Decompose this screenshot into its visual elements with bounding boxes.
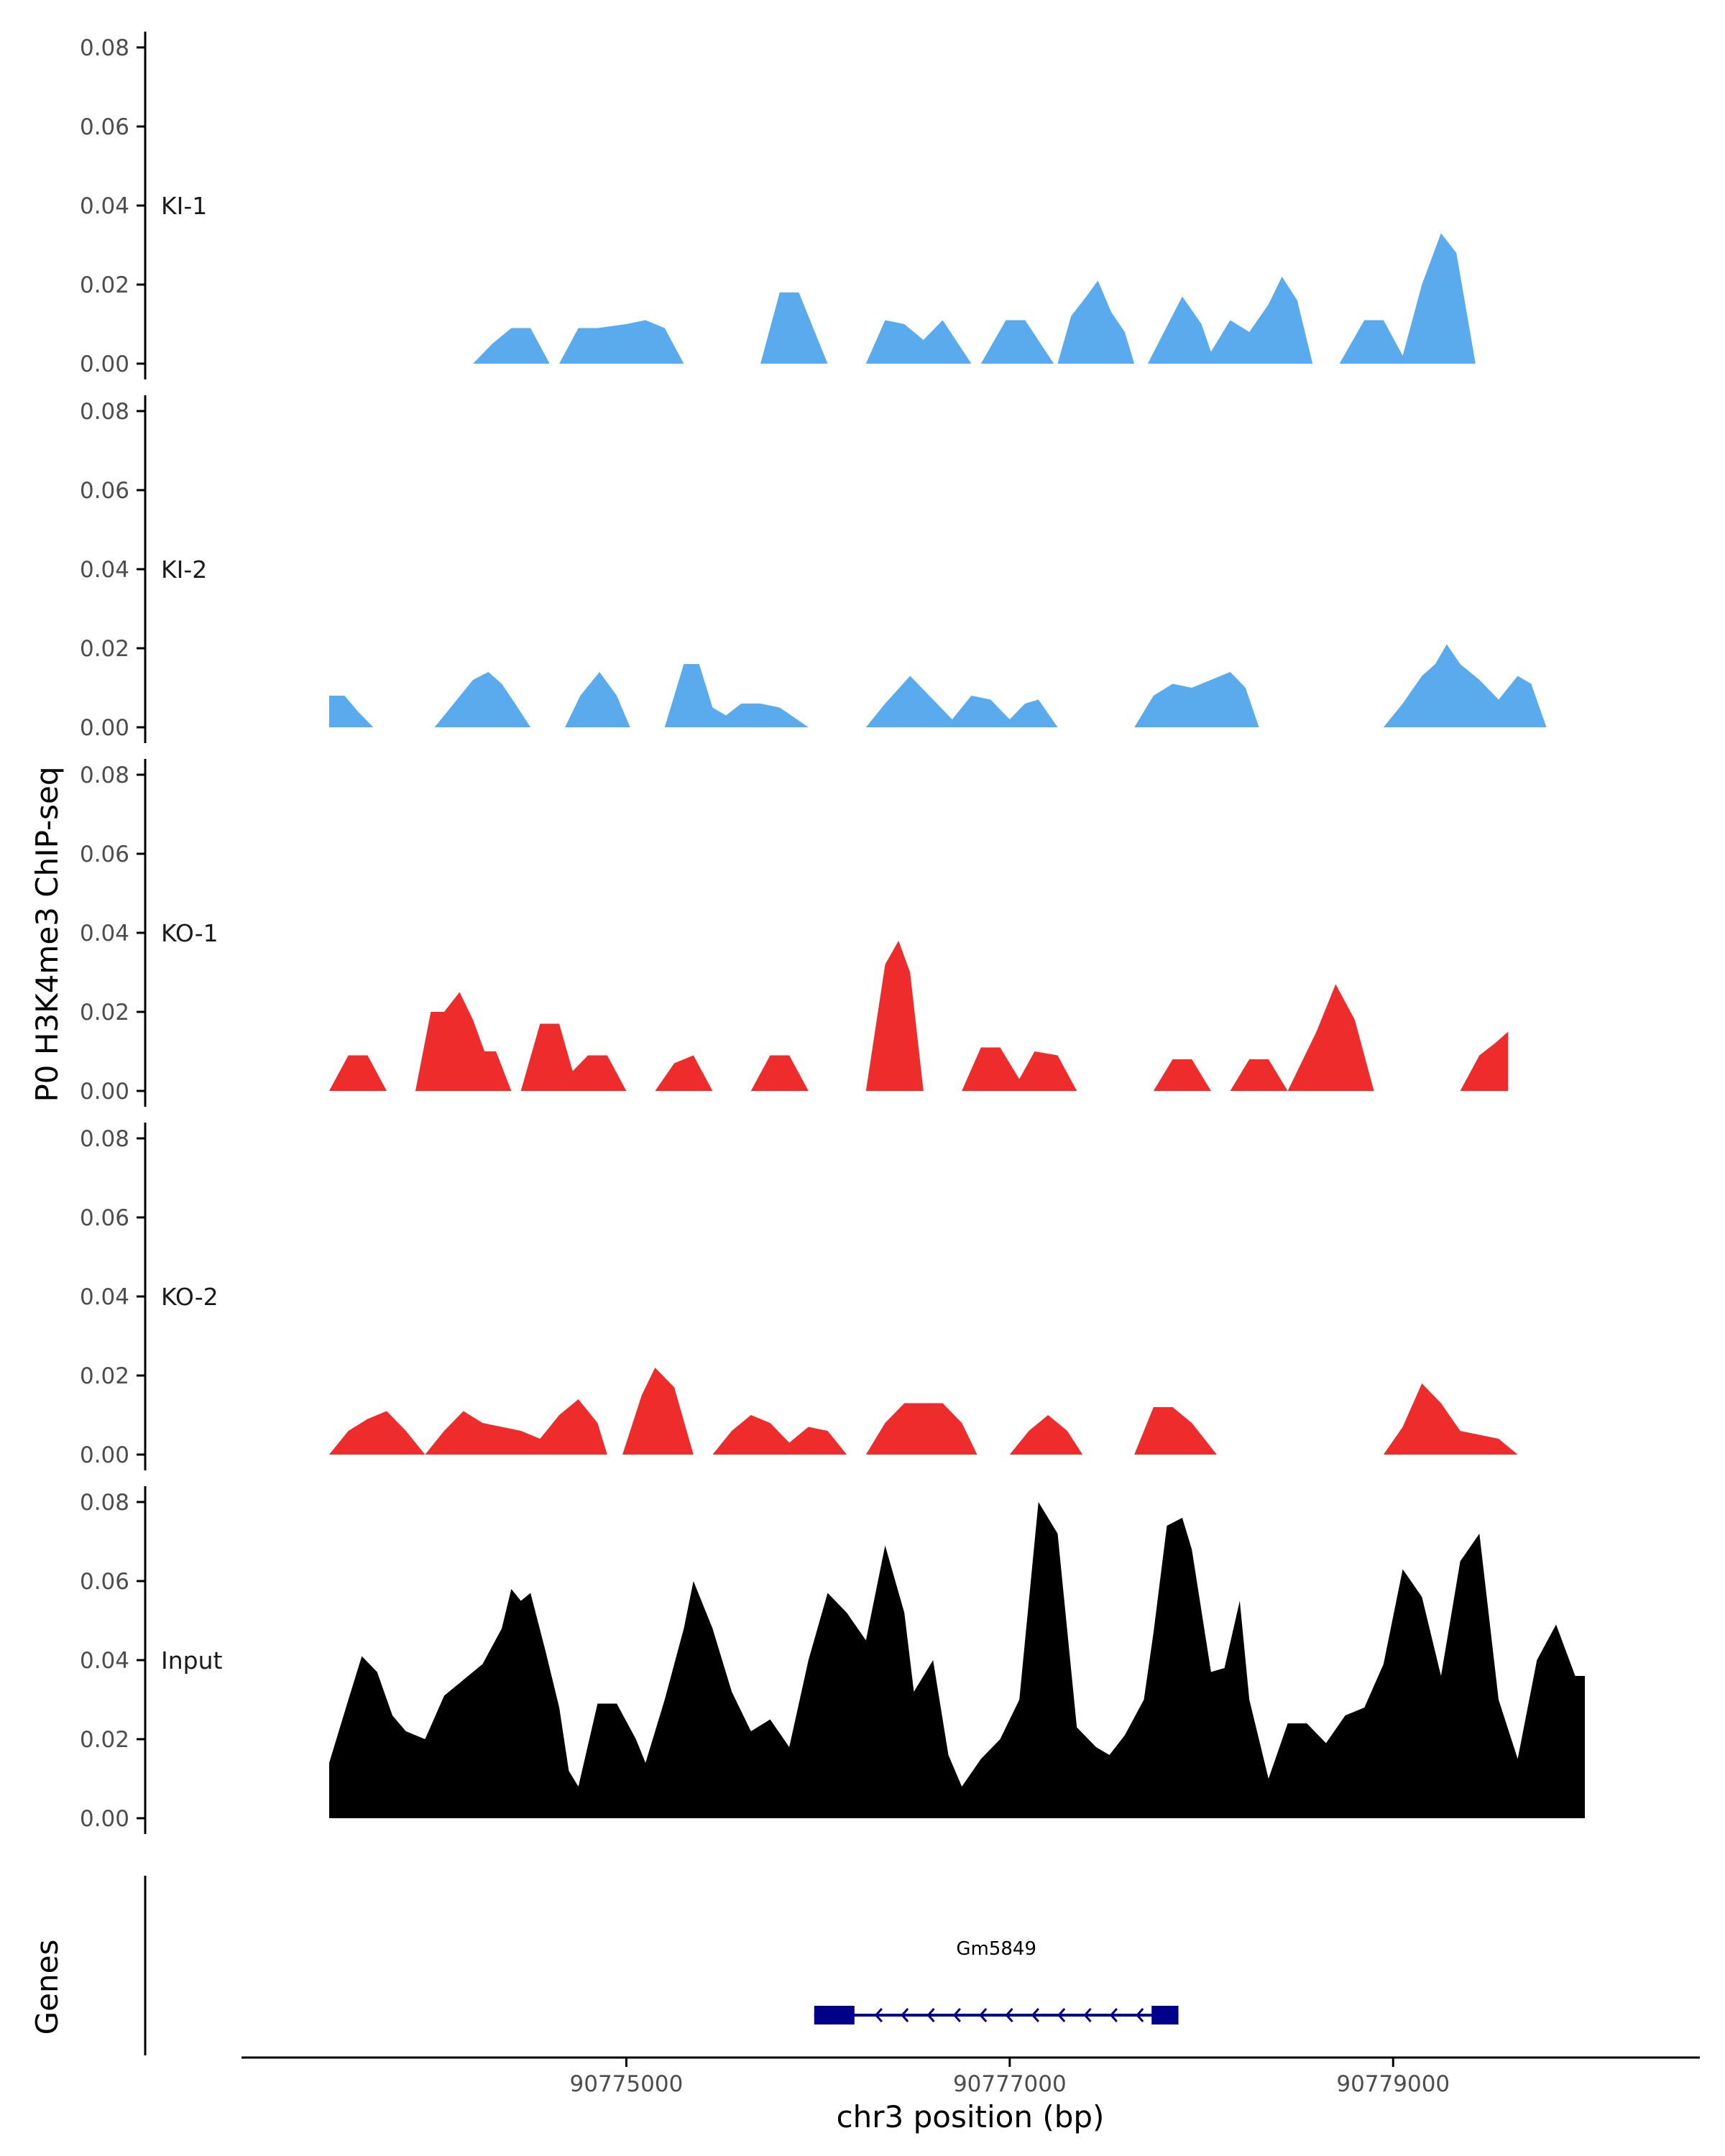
y-tick-label: 0.02 xyxy=(80,1000,129,1026)
track-label: KI-1 xyxy=(161,192,207,220)
y-tick-label: 0.04 xyxy=(80,1284,129,1310)
y-tick-label: 0.00 xyxy=(80,715,129,741)
y-tick-label: 0.02 xyxy=(80,1727,129,1753)
y-tick-label: 0.04 xyxy=(80,193,129,219)
y-axis-title: P0 H3K4me3 ChIP-seq xyxy=(29,766,65,1102)
track-label: Input xyxy=(161,1646,223,1674)
genes-axis-title: Genes xyxy=(29,1940,65,2035)
gene-exon xyxy=(814,2006,855,2024)
strand-arrow xyxy=(1031,2008,1039,2022)
strand-arrow xyxy=(1136,2008,1144,2022)
signal-area-input xyxy=(329,1502,1585,1818)
x-axis: 90775000 90777000 90779000 xyxy=(242,2056,1700,2097)
gene-exon xyxy=(1151,2006,1179,2024)
y-tick-label: 0.06 xyxy=(80,1205,129,1231)
gene-label: Gm5849 xyxy=(956,1938,1036,1960)
y-tick-label: 0.00 xyxy=(80,1806,129,1832)
y-tick-label: 0.08 xyxy=(80,399,129,425)
strand-arrow xyxy=(874,2008,883,2022)
track-ko-1: 0.00 0.02 0.04 0.06 0.08 KO-1 xyxy=(80,759,1509,1107)
x-tick-label: 90779000 xyxy=(1336,2071,1450,2097)
track-label: KO-1 xyxy=(161,919,218,947)
y-tick-label: 0.06 xyxy=(80,842,129,867)
tracks-layer: 0.00 0.02 0.04 0.06 0.08 KI-1 0.00 0.02 0.04 0.06… xyxy=(80,32,1585,1834)
y-tick-label: 0.00 xyxy=(80,1079,129,1105)
track-label: KO-2 xyxy=(161,1283,218,1311)
track-ki-1: 0.00 0.02 0.04 0.06 0.08 KI-1 xyxy=(80,32,1476,379)
y-tick-label: 0.06 xyxy=(80,114,129,140)
strand-arrow xyxy=(1083,2008,1092,2022)
strand-arrow xyxy=(979,2008,988,2022)
signal-area-ki-1 xyxy=(473,233,1476,364)
y-tick-label: 0.00 xyxy=(80,1442,129,1468)
y-tick-label: 0.02 xyxy=(80,636,129,662)
strand-arrow xyxy=(1057,2008,1066,2022)
strand-arrow xyxy=(926,2008,935,2022)
signal-area-ko-1 xyxy=(329,941,1509,1091)
y-tick-label: 0.08 xyxy=(80,1490,129,1516)
strand-arrow xyxy=(1109,2008,1118,2022)
signal-area-ko-2 xyxy=(329,1368,1518,1455)
y-tick-label: 0.08 xyxy=(80,763,129,788)
track-ki-2: 0.00 0.02 0.04 0.06 0.08 KI-2 xyxy=(80,395,1547,743)
x-tick-label: 90775000 xyxy=(570,2071,684,2097)
signal-area-ki-2 xyxy=(329,644,1547,727)
gene-track: Gm5849 xyxy=(144,1876,1179,2055)
y-tick-label: 0.06 xyxy=(80,1569,129,1595)
strand-arrow xyxy=(1005,2008,1013,2022)
y-tick-label: 0.04 xyxy=(80,557,129,583)
strand-arrow xyxy=(952,2008,961,2022)
strand-arrow xyxy=(901,2008,909,2022)
y-tick-label: 0.02 xyxy=(80,272,129,298)
y-tick-label: 0.04 xyxy=(80,1648,129,1674)
y-tick-label: 0.08 xyxy=(80,1126,129,1152)
x-axis-title: chr3 position (bp) xyxy=(837,2099,1105,2134)
y-tick-label: 0.06 xyxy=(80,478,129,504)
y-tick-label: 0.04 xyxy=(80,921,129,946)
y-tick-label: 0.00 xyxy=(80,351,129,377)
y-tick-label: 0.02 xyxy=(80,1363,129,1389)
track-ko-2: 0.00 0.02 0.04 0.06 0.08 KO-2 xyxy=(80,1123,1518,1470)
x-tick-label: 90777000 xyxy=(953,2071,1067,2097)
y-tick-label: 0.08 xyxy=(80,35,129,61)
track-input: 0.00 0.02 0.04 0.06 0.08 Input xyxy=(80,1486,1585,1834)
track-label: KI-2 xyxy=(161,556,207,584)
